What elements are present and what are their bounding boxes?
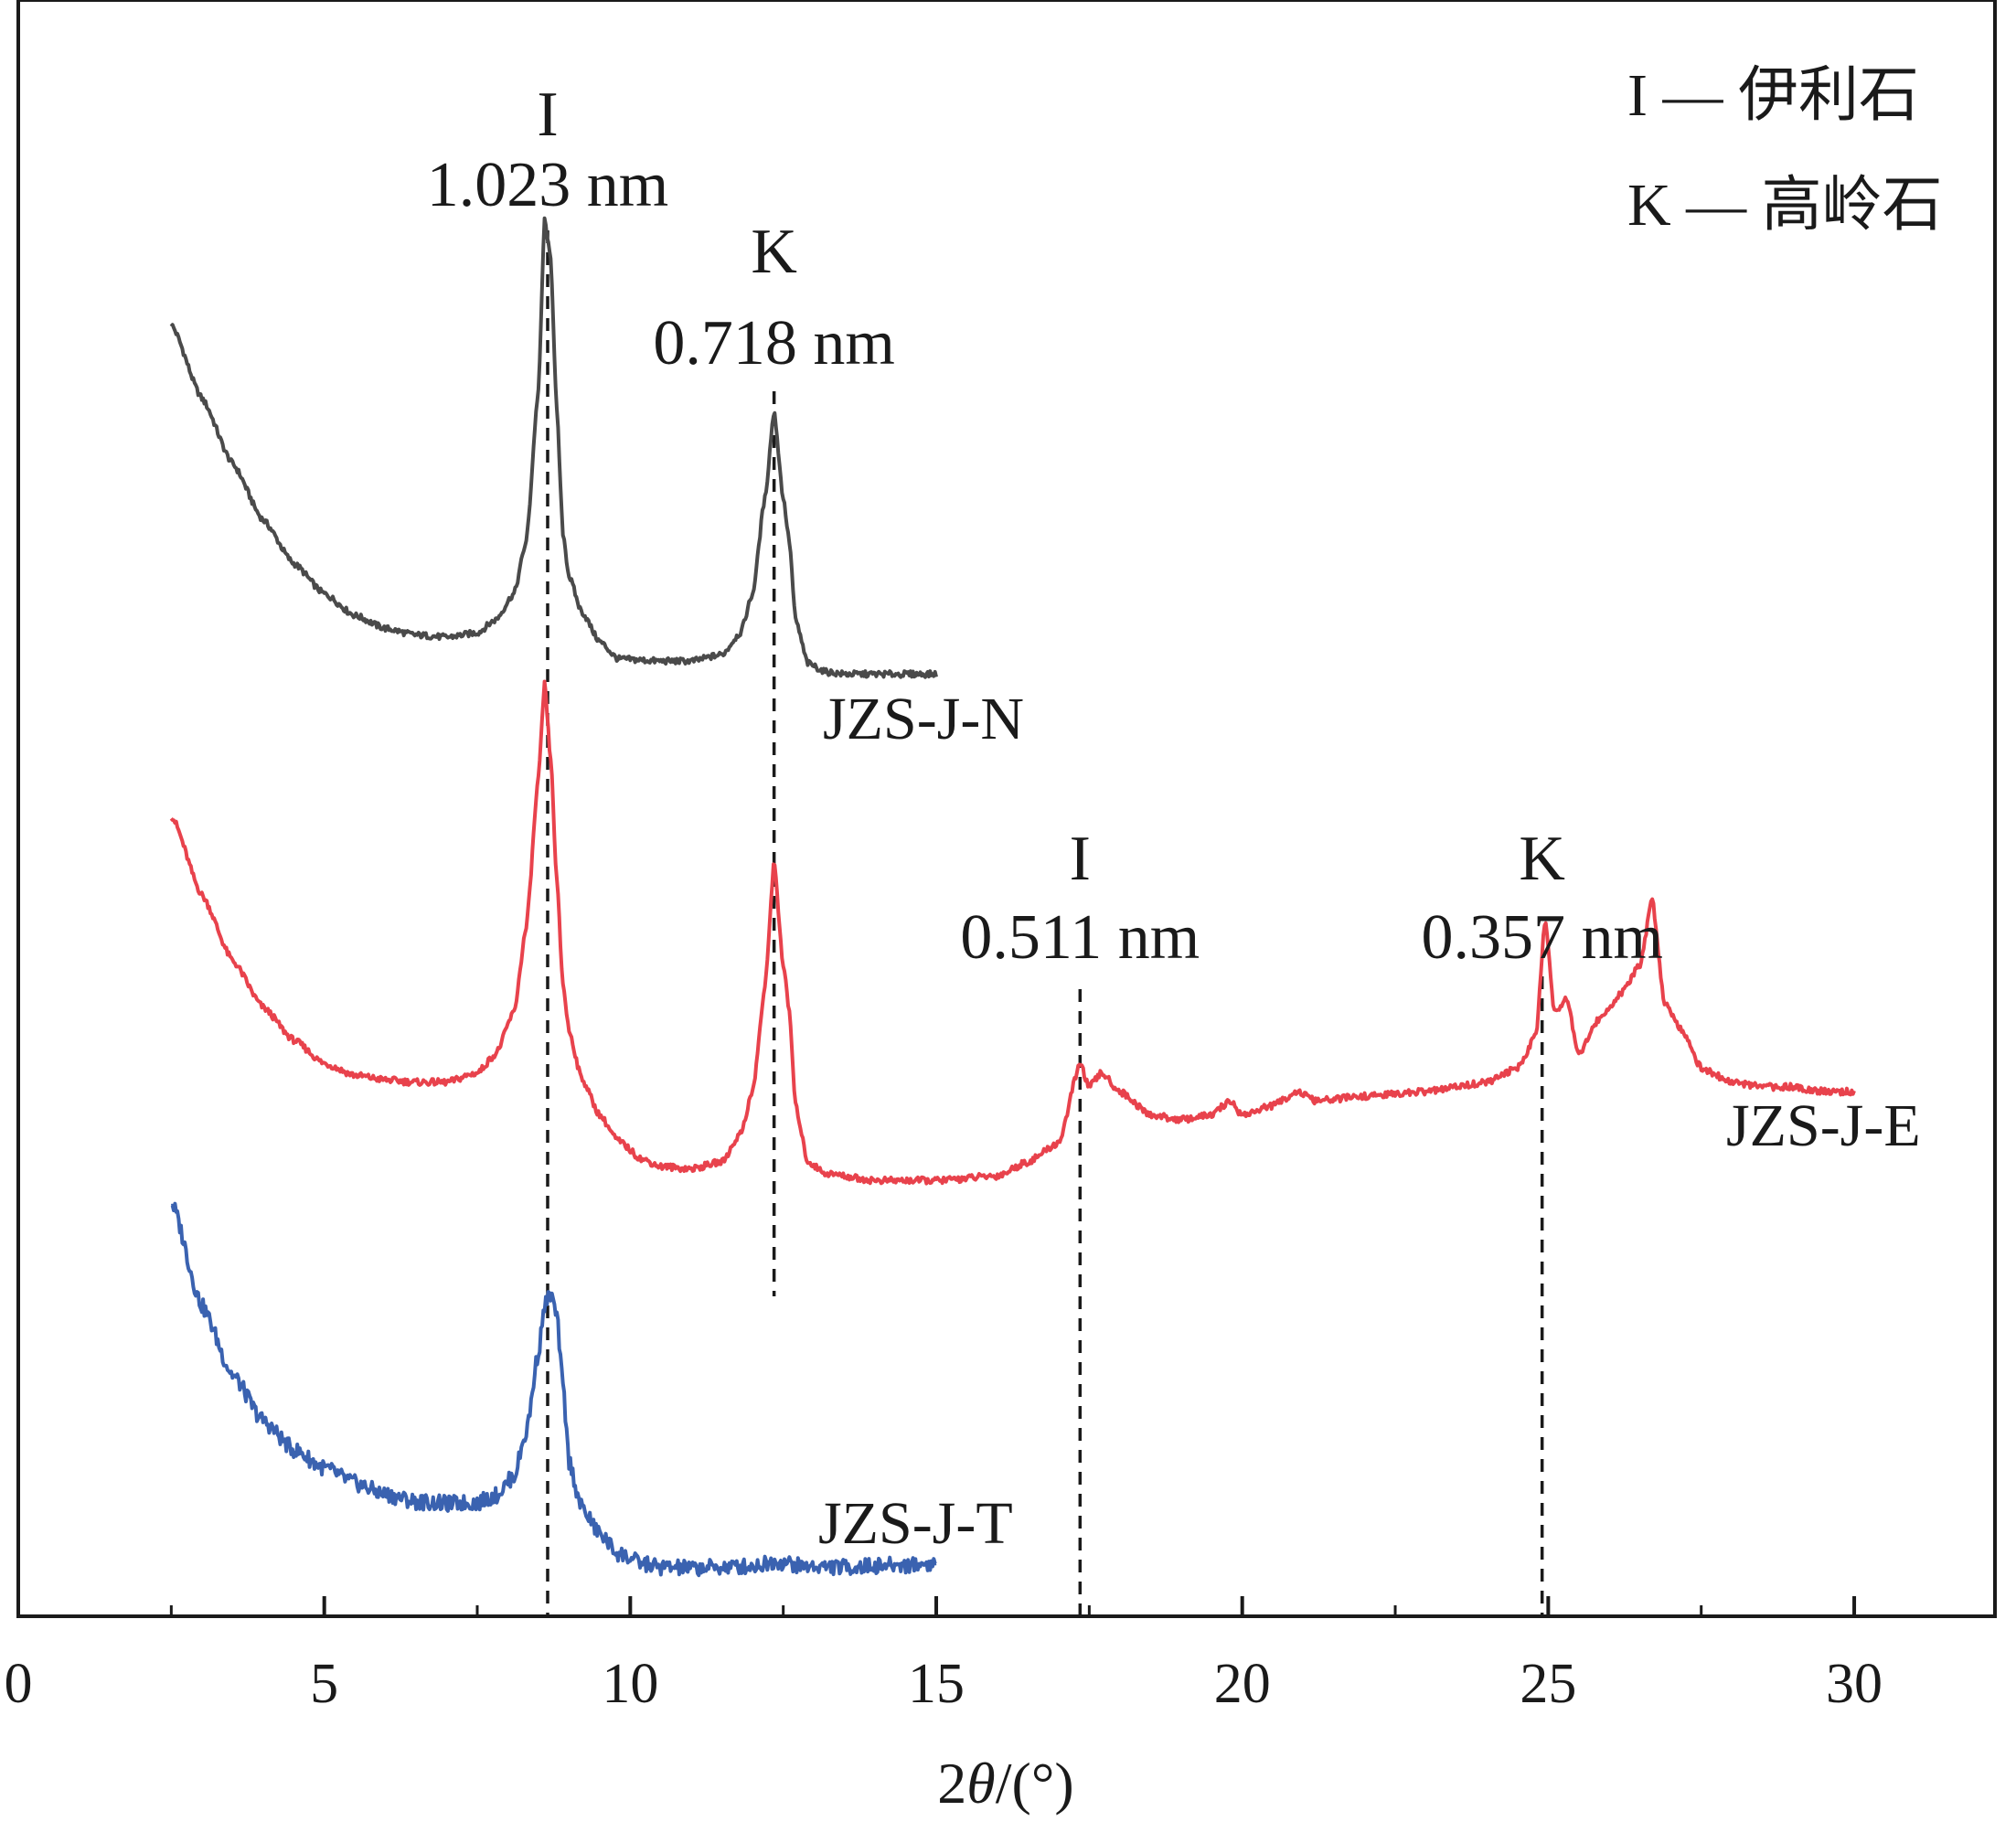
peak-d-spacing-label: 0.718 nm [653,308,894,378]
legend-entry-illite: I — 伊利石 [1627,62,1919,129]
peak-mineral-label: K [1519,824,1565,894]
x-tick-label: 15 [908,1653,965,1715]
series-label-jzs-j-e: JZS-J-E [1726,1092,1921,1159]
x-axis-ticks [16,1596,1857,1616]
x-tick-label: 20 [1214,1653,1271,1715]
peak-mineral-label: I [1070,824,1091,894]
peak-d-spacing-label: 0.511 nm [960,902,1200,973]
peak-guide-lines [546,230,1544,1616]
series-line-jzs-j-t [170,1201,937,1578]
x-axis-title: 2θ/(°) [937,1751,1073,1816]
x-tick-label: 10 [602,1653,658,1715]
series-line-jzs-j-n [169,216,938,679]
series-label-jzs-j-t: JZS-J-T [818,1490,1013,1557]
series-curves [169,216,1856,1578]
peak-d-spacing-label: 1.023 nm [427,150,668,220]
x-tick-label: 0 [5,1653,33,1715]
legend: I — 伊利石 K — 高岭石 [1627,62,1943,239]
plot-frame [16,0,1997,1618]
x-axis-tick-labels: 0 5 10 15 20 25 30 [5,1653,1883,1715]
x-tick-label: 5 [310,1653,338,1715]
series-line-jzs-j-e [169,679,1856,1186]
series-label-jzs-j-n: JZS-J-N [823,686,1024,752]
peak-mineral-label: K [751,217,797,287]
peak-d-spacing-label: 0.357 nm [1421,902,1662,973]
peak-mineral-label: I [537,80,558,150]
legend-entry-kaolinite: K — 高岭石 [1627,172,1943,239]
x-tick-label: 25 [1520,1653,1576,1715]
x-tick-label: 30 [1826,1653,1883,1715]
series-labels: JZS-J-N JZS-J-E JZS-J-T [818,686,1921,1557]
